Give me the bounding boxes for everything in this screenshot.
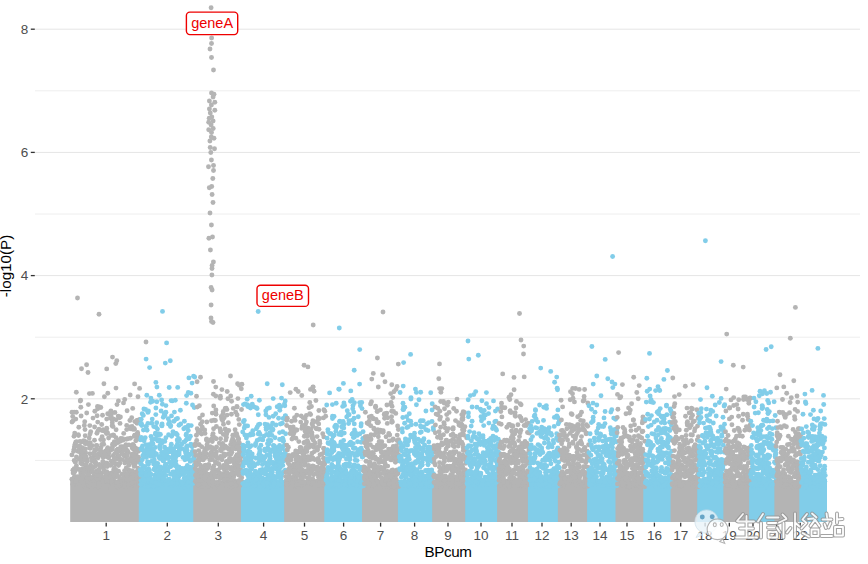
svg-text:17: 17 [673, 528, 688, 543]
svg-text:BPcum: BPcum [425, 543, 472, 560]
svg-text:8: 8 [411, 528, 419, 543]
svg-text:2: 2 [21, 392, 29, 407]
svg-text:8: 8 [21, 22, 29, 37]
svg-text:3: 3 [215, 528, 223, 543]
svg-text:6: 6 [21, 145, 29, 160]
svg-text:4: 4 [260, 528, 268, 543]
svg-text:9: 9 [444, 528, 452, 543]
svg-text:16: 16 [647, 528, 662, 543]
svg-text:11: 11 [505, 528, 519, 543]
svg-text:geneB: geneB [262, 287, 304, 303]
svg-text:1: 1 [102, 528, 110, 543]
svg-text:13: 13 [564, 528, 579, 543]
svg-text:10: 10 [473, 528, 488, 543]
svg-text:14: 14 [592, 528, 608, 543]
svg-text:5: 5 [301, 528, 309, 543]
svg-text:6: 6 [340, 528, 348, 543]
svg-text:2: 2 [164, 528, 172, 543]
svg-text:15: 15 [619, 528, 634, 543]
svg-text:12: 12 [534, 528, 549, 543]
svg-text:7: 7 [377, 528, 385, 543]
svg-text:-log10(P): -log10(P) [0, 235, 14, 297]
svg-text:geneA: geneA [191, 15, 233, 31]
svg-text:4: 4 [21, 268, 29, 283]
